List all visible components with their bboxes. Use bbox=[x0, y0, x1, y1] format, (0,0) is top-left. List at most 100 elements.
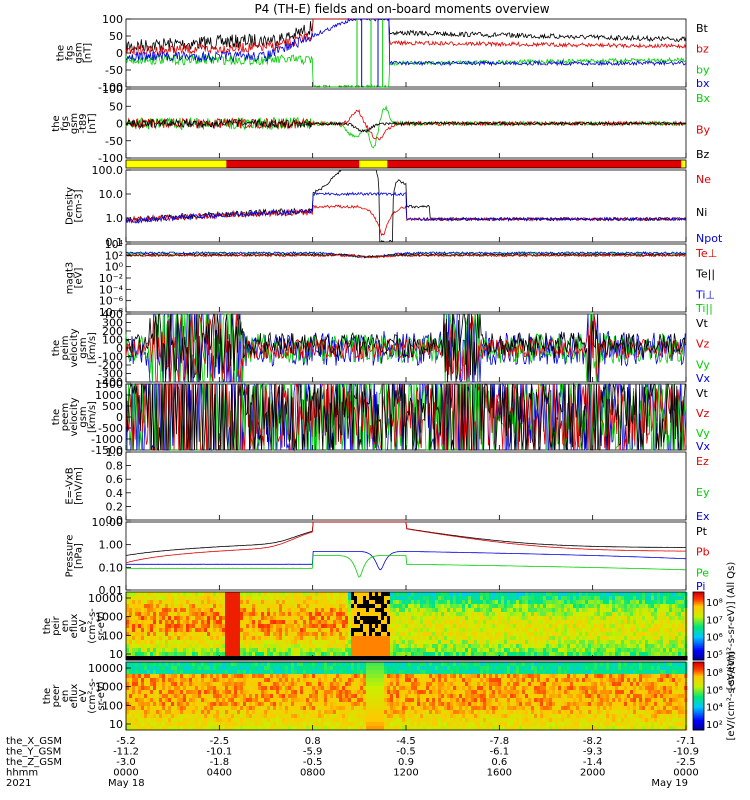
colorbar: 10⁸ 10⁶ 10⁴ 10² [eV/(cm²-s-sr-eV)] bbox=[692, 651, 737, 740]
colorbar-step bbox=[693, 704, 704, 707]
y-tick-label: 100 bbox=[102, 83, 123, 96]
y-tick-label: 1.0 bbox=[106, 212, 124, 225]
colorbar-step bbox=[693, 721, 704, 724]
ephemeris-value: -7.8 bbox=[490, 736, 510, 747]
legend-entry: Vt bbox=[696, 317, 709, 330]
legend-entry: bz bbox=[696, 43, 709, 56]
x-axis-ephemeris: the_X_GSM -5.2 -2.5 0.8 -4.5 -7.8 -8.2 -7.1 the_… bbox=[6, 736, 699, 789]
y-label-line: [mV/m] bbox=[74, 467, 85, 505]
y-tick-label: 10.00 bbox=[92, 516, 124, 529]
colorbar-step bbox=[693, 658, 704, 661]
figure-title: P4 (TH-E) fields and on-board moments ov… bbox=[254, 2, 549, 16]
ephemeris-value: -10.9 bbox=[673, 747, 699, 758]
y-tick-label: 100 bbox=[102, 699, 123, 712]
y-tick-label: -1000 bbox=[91, 433, 123, 446]
ephemeris-value: -11.2 bbox=[113, 747, 139, 758]
panel-frame bbox=[125, 18, 687, 88]
ephemeris-value: 0400 bbox=[207, 768, 232, 779]
colorbar-label: [eV/(cm²-s-sr-eV)] (All Qs) bbox=[726, 562, 737, 691]
panel-density: 100.0 10.0 1.0 0.1 Density[cm-3] Ne Ni Npot bbox=[65, 164, 723, 249]
colorbar-step bbox=[693, 654, 704, 658]
legend-entry: Ey bbox=[696, 486, 710, 499]
ephemeris-value: 1200 bbox=[393, 768, 418, 779]
y-tick-label: 0.4 bbox=[106, 487, 124, 500]
y-label-line: the bbox=[56, 45, 67, 61]
bz-t89-line bbox=[125, 118, 687, 134]
y-label-line: en bbox=[60, 620, 71, 633]
legend-entry: By bbox=[696, 124, 711, 137]
panel-peim_velocity: 4003002001000-100-200-300-400thepeimvelo… bbox=[51, 308, 711, 389]
colorbar-step bbox=[693, 724, 704, 728]
y-tick-label: 400 bbox=[102, 308, 123, 321]
ephemeris-value: -0.5 bbox=[396, 747, 416, 758]
colorbar-step bbox=[693, 670, 704, 673]
colorbar-step bbox=[693, 719, 704, 722]
y-tick-label: 10000 bbox=[88, 592, 123, 605]
colorbar-step bbox=[693, 707, 704, 711]
colorbar-step bbox=[693, 711, 704, 714]
y-tick-label: 10 bbox=[109, 648, 123, 661]
panels: 100500-50-100thefgsgsm[nT]Btbzbybx100500… bbox=[42, 13, 737, 740]
series-lines bbox=[125, 251, 687, 259]
y-tick-label: -200 bbox=[98, 359, 123, 372]
colorbar-tick-label: 10⁸ bbox=[706, 668, 723, 679]
y-axis-label: magt3[eV] bbox=[65, 262, 85, 295]
y-label-line: [nT] bbox=[83, 43, 94, 63]
ephemeris-value: -5.9 bbox=[303, 747, 323, 758]
legend-entry: Vy bbox=[696, 358, 710, 371]
y-axis-label: Pressure[nPa] bbox=[65, 535, 85, 578]
colorbar-step bbox=[693, 696, 704, 699]
legend-entry: Vz bbox=[696, 407, 710, 420]
colorbar-step bbox=[693, 639, 704, 642]
colorbar-step bbox=[693, 634, 704, 637]
ephemeris-value: 1600 bbox=[487, 768, 512, 779]
colorbar-step bbox=[693, 662, 704, 665]
panel-frame bbox=[125, 169, 687, 243]
pb-line bbox=[125, 521, 686, 564]
colorbar-step bbox=[693, 602, 704, 605]
ephemeris-row-label: hhmm bbox=[6, 768, 38, 779]
y-label-line: [km/s] bbox=[87, 332, 98, 364]
colorbar-step bbox=[693, 600, 704, 603]
te-perp-line bbox=[125, 253, 687, 259]
y-label-line: eV bbox=[78, 689, 89, 702]
colorbar-tick-label: 10⁴ bbox=[706, 703, 723, 714]
colorbar-step bbox=[693, 643, 704, 646]
ephemeris-value: -5.2 bbox=[116, 736, 136, 747]
bx-line bbox=[125, 17, 687, 67]
y-tick-label: 50 bbox=[109, 100, 123, 113]
y-tick-label: 0.2 bbox=[106, 500, 124, 513]
colorbar-step bbox=[693, 605, 704, 608]
colorbar: 10⁸ 10⁷ 10⁶ 10⁵ [eV/(cm²-s-sr-eV)] (All Qs) bbox=[692, 562, 737, 691]
colorbar-step bbox=[693, 665, 704, 668]
y-tick-label: 10⁰ bbox=[105, 261, 124, 274]
legend-entry: Ex bbox=[696, 510, 710, 523]
colorbar-step bbox=[693, 694, 704, 697]
y-label-line: E=-VxB bbox=[65, 467, 76, 504]
colorbar-frame bbox=[692, 661, 705, 731]
ephemeris-value: -1.8 bbox=[210, 757, 230, 768]
y-label-line: velocity bbox=[69, 328, 80, 367]
colorbar-step bbox=[693, 679, 704, 682]
colorbar-step bbox=[693, 651, 704, 654]
colorbar-step bbox=[693, 592, 704, 595]
y-tick-label: 100 bbox=[102, 629, 123, 642]
y-label-line: -t89 bbox=[78, 113, 89, 133]
y-tick-label: -300 bbox=[98, 368, 123, 381]
y-tick-label: 0.10 bbox=[99, 561, 124, 574]
ephemeris-value: -10.1 bbox=[206, 747, 232, 758]
y-label-line: fgs bbox=[60, 116, 71, 131]
colorbar-step bbox=[693, 713, 704, 716]
legend-entry: Bz bbox=[696, 148, 710, 161]
legend-entry: Bt bbox=[696, 22, 709, 35]
series-lines bbox=[125, 105, 687, 149]
mode-segment-4 bbox=[681, 160, 686, 168]
y-tick-label: 10 bbox=[109, 718, 123, 731]
legend-entry: Bx bbox=[696, 92, 711, 105]
colorbar-step bbox=[693, 687, 704, 690]
